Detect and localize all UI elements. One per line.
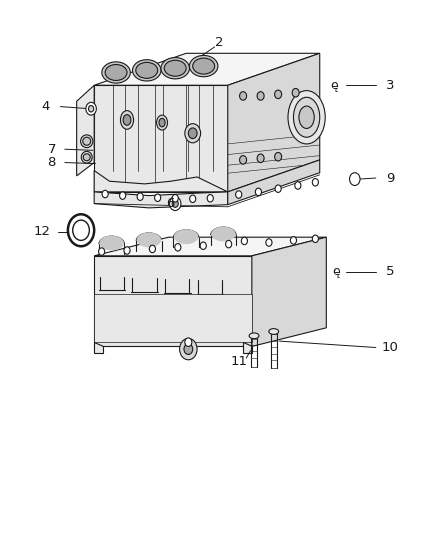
Ellipse shape: [249, 333, 259, 338]
Ellipse shape: [161, 58, 190, 79]
Ellipse shape: [288, 91, 325, 144]
Ellipse shape: [211, 227, 236, 241]
Text: ę: ę: [330, 79, 338, 92]
Polygon shape: [228, 160, 320, 205]
Ellipse shape: [83, 154, 90, 161]
Circle shape: [190, 195, 196, 203]
Circle shape: [200, 242, 206, 249]
Text: 5: 5: [385, 265, 394, 278]
Text: 7: 7: [47, 143, 56, 156]
Circle shape: [290, 237, 297, 244]
Ellipse shape: [157, 115, 167, 130]
Circle shape: [180, 338, 197, 360]
Circle shape: [185, 124, 201, 143]
Circle shape: [275, 90, 282, 99]
Circle shape: [226, 240, 232, 248]
Text: ę: ę: [332, 265, 340, 278]
Polygon shape: [94, 237, 326, 256]
Circle shape: [170, 197, 181, 211]
Text: 4: 4: [42, 100, 50, 113]
Ellipse shape: [123, 115, 131, 125]
Polygon shape: [94, 192, 228, 208]
Ellipse shape: [299, 106, 314, 128]
Circle shape: [257, 154, 264, 163]
Ellipse shape: [81, 151, 92, 163]
Polygon shape: [94, 171, 228, 192]
Text: 2: 2: [215, 36, 223, 49]
Polygon shape: [228, 53, 320, 192]
Circle shape: [149, 245, 155, 253]
Polygon shape: [243, 342, 252, 353]
Circle shape: [68, 214, 94, 246]
Polygon shape: [94, 342, 103, 353]
Polygon shape: [252, 237, 326, 346]
Circle shape: [155, 194, 161, 201]
Circle shape: [172, 195, 178, 202]
Ellipse shape: [81, 135, 93, 148]
Ellipse shape: [164, 60, 186, 76]
Text: 8: 8: [47, 156, 56, 169]
Ellipse shape: [136, 62, 158, 78]
Circle shape: [120, 192, 126, 199]
Circle shape: [255, 188, 261, 196]
Text: 6: 6: [166, 197, 174, 210]
Polygon shape: [94, 85, 228, 192]
Circle shape: [257, 92, 264, 100]
Circle shape: [73, 220, 89, 240]
Ellipse shape: [120, 111, 134, 130]
Polygon shape: [77, 85, 94, 176]
Ellipse shape: [132, 60, 161, 81]
Ellipse shape: [193, 58, 215, 74]
Circle shape: [124, 247, 130, 254]
Circle shape: [185, 338, 192, 346]
Circle shape: [292, 88, 299, 97]
Polygon shape: [94, 53, 320, 85]
Text: 11: 11: [230, 355, 247, 368]
Polygon shape: [94, 294, 252, 342]
Ellipse shape: [269, 329, 279, 334]
Ellipse shape: [293, 97, 320, 137]
Ellipse shape: [83, 137, 91, 146]
Ellipse shape: [105, 64, 127, 80]
Ellipse shape: [102, 62, 131, 83]
Circle shape: [275, 185, 281, 192]
Circle shape: [88, 106, 94, 112]
Ellipse shape: [159, 118, 165, 127]
Circle shape: [240, 156, 247, 164]
Ellipse shape: [137, 232, 161, 247]
Circle shape: [312, 235, 318, 243]
Polygon shape: [94, 256, 252, 346]
Circle shape: [207, 195, 213, 202]
Text: 9: 9: [385, 172, 394, 184]
Circle shape: [137, 193, 143, 200]
Circle shape: [102, 190, 108, 198]
Circle shape: [350, 173, 360, 185]
Ellipse shape: [189, 55, 218, 77]
Circle shape: [172, 200, 178, 207]
Circle shape: [99, 248, 105, 255]
Circle shape: [86, 102, 96, 115]
Text: 10: 10: [381, 341, 398, 354]
Circle shape: [312, 179, 318, 186]
Circle shape: [275, 152, 282, 161]
Circle shape: [241, 237, 247, 245]
Ellipse shape: [99, 236, 124, 251]
Circle shape: [175, 244, 181, 251]
Ellipse shape: [174, 229, 198, 244]
Circle shape: [188, 128, 197, 139]
Circle shape: [266, 239, 272, 246]
Text: 12: 12: [33, 225, 50, 238]
Circle shape: [240, 92, 247, 100]
Circle shape: [236, 191, 242, 198]
Circle shape: [184, 344, 193, 354]
Circle shape: [295, 182, 301, 189]
Text: 3: 3: [385, 79, 394, 92]
